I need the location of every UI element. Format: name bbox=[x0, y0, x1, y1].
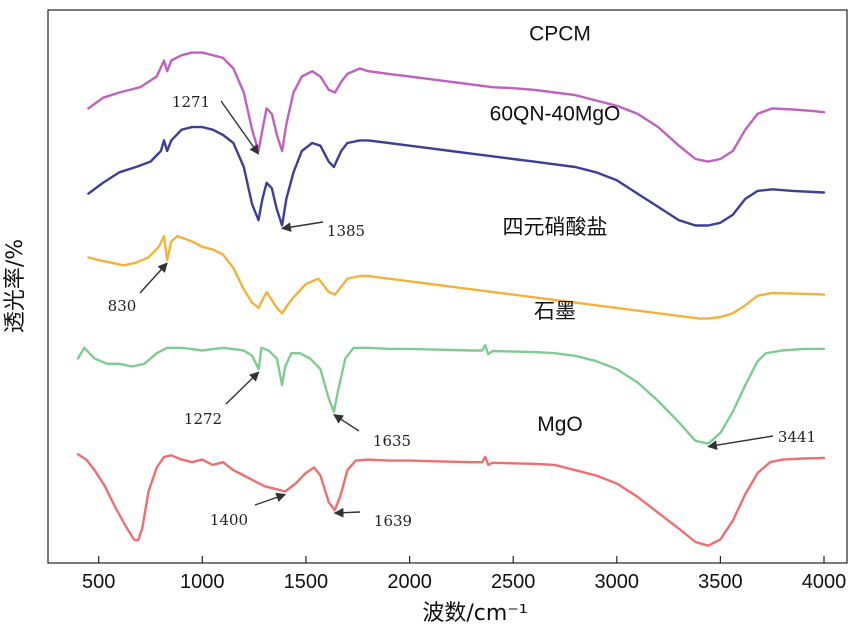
x-tick-label-1000: 1000 bbox=[180, 571, 225, 593]
series-line-3 bbox=[87, 234, 826, 320]
x-tick-label-4000: 4000 bbox=[802, 571, 847, 593]
annotation-arrow-8 bbox=[333, 507, 361, 518]
annotation-label-7: 1400 bbox=[210, 511, 248, 529]
annotation-arrow-4 bbox=[225, 371, 260, 405]
legend-label-2: 60QN-40MgO bbox=[490, 102, 621, 125]
series-line-4 bbox=[76, 344, 826, 445]
annotation-arrow-7 bbox=[254, 492, 287, 506]
annotation-arrow-2 bbox=[281, 221, 324, 232]
x-tick-label-1500: 1500 bbox=[284, 571, 329, 593]
annotation-arrow-6 bbox=[707, 435, 774, 451]
annotation-label-3: 830 bbox=[108, 297, 137, 315]
x-tick-label-500: 500 bbox=[82, 571, 115, 593]
x-axis-title: 波数/cm⁻¹ bbox=[422, 601, 527, 626]
x-axis-ticks: 500 1000 1500 2000 2500 3000 3500 4000 bbox=[82, 556, 846, 593]
legend-label-1: CPCM bbox=[529, 23, 591, 46]
annotation-label-8: 1639 bbox=[374, 512, 412, 530]
series-line-2 bbox=[87, 125, 826, 227]
y-axis-title: 透光率/% bbox=[3, 239, 28, 333]
annotation-label-2: 1385 bbox=[327, 222, 365, 240]
annotation-label-5: 1635 bbox=[373, 432, 411, 450]
series-layer bbox=[76, 51, 826, 547]
annotation-label-4: 1272 bbox=[184, 410, 222, 428]
x-tick-label-2500: 2500 bbox=[491, 571, 536, 593]
legend-label-4: 石墨 bbox=[534, 300, 576, 323]
plot-frame bbox=[47, 9, 848, 564]
x-tick-label-3000: 3000 bbox=[595, 571, 640, 593]
annotation-arrow-3 bbox=[139, 262, 168, 294]
legend-label-5: MgO bbox=[537, 413, 583, 436]
x-tick-label-3500: 3500 bbox=[698, 571, 743, 593]
annotation-label-6: 3441 bbox=[778, 428, 816, 446]
series-line-1 bbox=[87, 51, 826, 163]
annotation-label-1: 1271 bbox=[172, 93, 210, 111]
annotation-arrow-5 bbox=[333, 414, 360, 432]
annotation-layer: 1271 1385 830 1272 1635 3441 1400 1639 bbox=[108, 93, 816, 530]
legend-label-3: 四元硝酸盐 bbox=[503, 216, 608, 239]
annotation-arrow-1 bbox=[220, 100, 260, 155]
x-tick-label-2000: 2000 bbox=[387, 571, 432, 593]
series-line-5 bbox=[76, 453, 826, 547]
